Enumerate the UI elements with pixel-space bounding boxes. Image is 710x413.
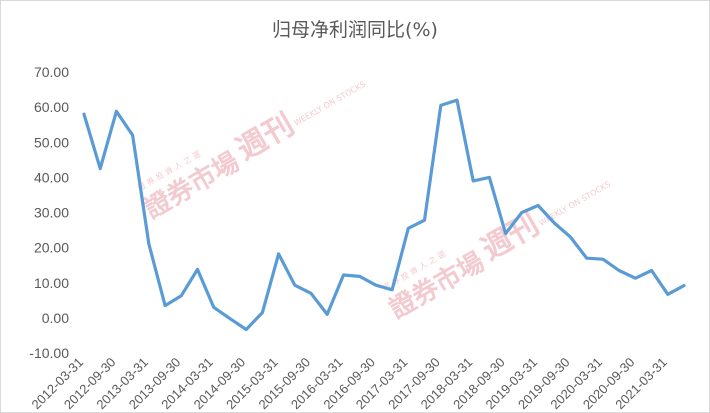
watermark-en-text: WEEKLY ON STOCKS	[537, 179, 612, 227]
y-tick-label: -10.00	[29, 345, 69, 361]
y-tick-label: 50.00	[34, 134, 69, 150]
watermark-tag-text: 週刊	[231, 107, 300, 167]
series-line	[82, 98, 686, 332]
y-tick-label: 40.00	[34, 169, 69, 185]
y-tick-label: 30.00	[34, 205, 69, 221]
chart-title: 归母净利润同比(%)	[272, 19, 438, 41]
y-tick-label: 70.00	[34, 64, 69, 80]
y-tick-label: 10.00	[34, 275, 69, 291]
watermark-en-text: WEEKLY ON STOCKS	[292, 79, 367, 127]
y-tick-label: 20.00	[34, 240, 69, 256]
watermark-tag-text: 週刊	[476, 207, 545, 267]
y-tick-label: 60.00	[34, 99, 69, 115]
y-tick-label: 0.00	[42, 310, 69, 326]
